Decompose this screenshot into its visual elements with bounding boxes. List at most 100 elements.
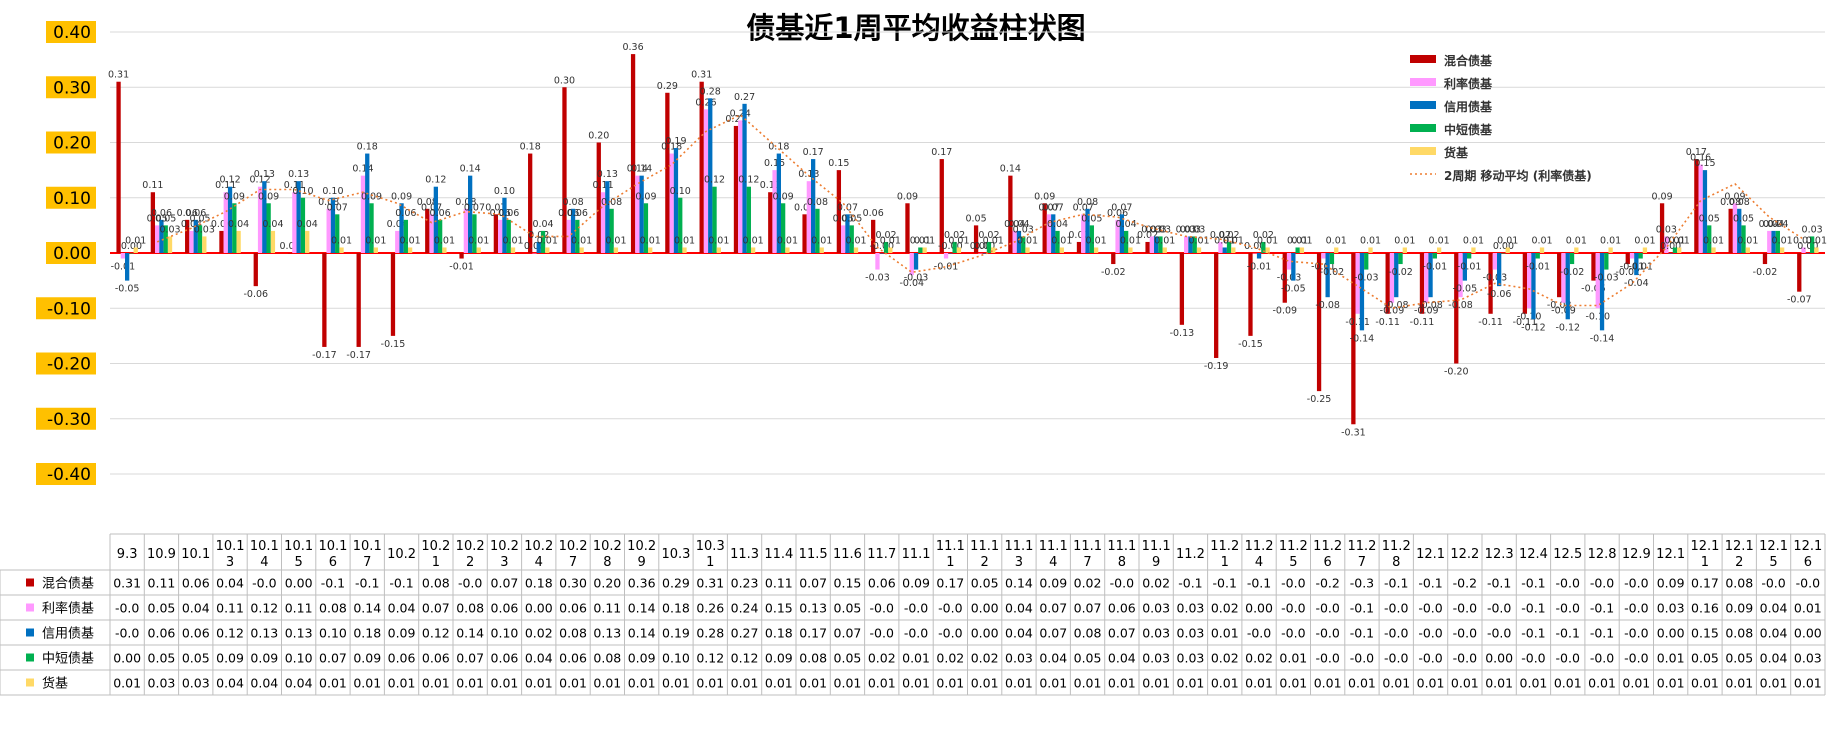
table-cell: 0.01 bbox=[1417, 676, 1445, 691]
bar-3-42 bbox=[1569, 253, 1575, 265]
table-cell: 0.05 bbox=[971, 576, 999, 591]
data-label: 0.01 bbox=[708, 235, 729, 246]
data-label: -0.09 bbox=[1380, 306, 1405, 317]
table-cell: -0.0 bbox=[1521, 651, 1545, 666]
data-label: -0.08 bbox=[1384, 300, 1409, 311]
table-cell: 0.04 bbox=[1108, 651, 1136, 666]
bar-0-6 bbox=[322, 253, 327, 347]
category-label: 5 bbox=[1289, 555, 1297, 570]
data-label: -0.25 bbox=[1307, 394, 1332, 405]
category-label: 10.2 bbox=[627, 539, 656, 554]
data-label: 0.08 bbox=[1729, 197, 1750, 208]
bar-0-32 bbox=[1214, 253, 1219, 358]
bar-3-32 bbox=[1226, 241, 1232, 253]
data-label: -0.12 bbox=[1521, 322, 1546, 333]
category-label: 10.2 bbox=[524, 539, 553, 554]
data-label: -0.11 bbox=[1345, 317, 1370, 328]
bar-4-25 bbox=[991, 247, 996, 253]
moving-average-line bbox=[156, 113, 1805, 310]
bar-1-19 bbox=[772, 170, 777, 253]
bar-3-45 bbox=[1672, 247, 1678, 253]
bar-4-2 bbox=[202, 236, 207, 253]
bar-0-7 bbox=[356, 253, 361, 347]
bar-1-6 bbox=[326, 208, 331, 253]
data-label: 0.02 bbox=[1068, 230, 1089, 241]
bar-4-30 bbox=[1162, 247, 1167, 253]
table-cell: -0.3 bbox=[1350, 576, 1374, 591]
data-label: 0.01 bbox=[502, 235, 523, 246]
table-cell: 0.04 bbox=[216, 576, 244, 591]
table-cell: 0.01 bbox=[1588, 676, 1616, 691]
data-label: 0.09 bbox=[258, 191, 279, 202]
bar-4-26 bbox=[1025, 247, 1030, 253]
table-cell: 0.01 bbox=[1177, 676, 1205, 691]
table-cell: 0.01 bbox=[1657, 676, 1685, 691]
bar-2-42 bbox=[1565, 253, 1570, 320]
category-label: 3 bbox=[226, 555, 234, 570]
data-label: -0.04 bbox=[1624, 278, 1649, 289]
bar-4-12 bbox=[545, 247, 550, 253]
table-cell: 0.01 bbox=[1314, 676, 1342, 691]
table-cell: 0.00 bbox=[971, 601, 999, 616]
table-cell: -0.0 bbox=[1384, 651, 1408, 666]
bar-3-46 bbox=[1707, 225, 1712, 253]
bar-3-8 bbox=[403, 219, 408, 253]
bar-2-7 bbox=[365, 153, 370, 253]
legend-swatch-1 bbox=[1410, 78, 1436, 86]
data-label: 0.17 bbox=[803, 147, 824, 158]
bar-2-28 bbox=[1085, 208, 1090, 253]
table-cell: 0.09 bbox=[1657, 576, 1685, 591]
bar-2-18 bbox=[742, 103, 747, 253]
table-cell: 0.03 bbox=[1177, 626, 1205, 641]
data-label: -0.12 bbox=[1555, 322, 1580, 333]
bar-0-15 bbox=[630, 54, 636, 253]
category-label: 3 bbox=[1015, 555, 1023, 570]
table-cell: 0.09 bbox=[902, 576, 930, 591]
table-cell: 0.16 bbox=[1691, 601, 1719, 616]
category-label: 6 bbox=[1324, 555, 1332, 570]
category-label: 11.1 bbox=[1107, 539, 1136, 554]
data-label: 0.01 bbox=[1051, 235, 1072, 246]
legend-label: 货基 bbox=[1444, 145, 1469, 160]
data-label: 0.01 bbox=[1086, 235, 1107, 246]
bar-1-10 bbox=[463, 208, 469, 253]
category-label: 5 bbox=[1769, 555, 1777, 570]
table-cell: 0.01 bbox=[1485, 676, 1513, 691]
category-label: 11.4 bbox=[764, 547, 793, 562]
category-label: 10.3 bbox=[696, 539, 725, 554]
table-cell: 0.05 bbox=[834, 651, 862, 666]
bar-1-3 bbox=[223, 192, 228, 253]
data-label: 0.01 bbox=[640, 235, 661, 246]
table-cell: 0.08 bbox=[422, 576, 450, 591]
data-label: -0.04 bbox=[899, 278, 924, 289]
data-label: 0.09 bbox=[1724, 191, 1745, 202]
table-cell: 0.03 bbox=[1142, 626, 1170, 641]
bar-2-36 bbox=[1359, 253, 1365, 331]
data-label: 0.01 bbox=[1360, 235, 1381, 246]
bar-3-23 bbox=[918, 247, 923, 253]
bar-3-18 bbox=[746, 186, 751, 253]
data-label: 0.00 bbox=[279, 241, 300, 252]
bar-0-39 bbox=[1454, 253, 1459, 364]
data-label: -0.01 bbox=[1457, 262, 1482, 273]
category-label: 11.2 bbox=[1279, 539, 1308, 554]
data-label: -0.01 bbox=[1423, 262, 1448, 273]
table-cell: 0.04 bbox=[1005, 626, 1033, 641]
category-label: 12.4 bbox=[1519, 547, 1548, 562]
table-cell: 0.07 bbox=[422, 601, 450, 616]
table-cell: 0.03 bbox=[1657, 601, 1685, 616]
table-cell: 0.10 bbox=[662, 651, 690, 666]
table-cell: 0.14 bbox=[456, 626, 484, 641]
data-label: 0.01 bbox=[1793, 235, 1814, 246]
bar-4-33 bbox=[1265, 247, 1270, 253]
bar-2-33 bbox=[1256, 253, 1262, 259]
legend-swatch-2 bbox=[1410, 101, 1436, 109]
data-label: 0.08 bbox=[318, 197, 339, 208]
data-label: 0.07 bbox=[327, 202, 348, 213]
data-label: -0.11 bbox=[1375, 317, 1400, 328]
category-label: 4 bbox=[1255, 555, 1263, 570]
data-label: 0.14 bbox=[631, 164, 652, 175]
category-label: 10.2 bbox=[490, 539, 519, 554]
table-cell: 0.04 bbox=[388, 601, 416, 616]
data-label: 0.01 bbox=[1287, 235, 1308, 246]
